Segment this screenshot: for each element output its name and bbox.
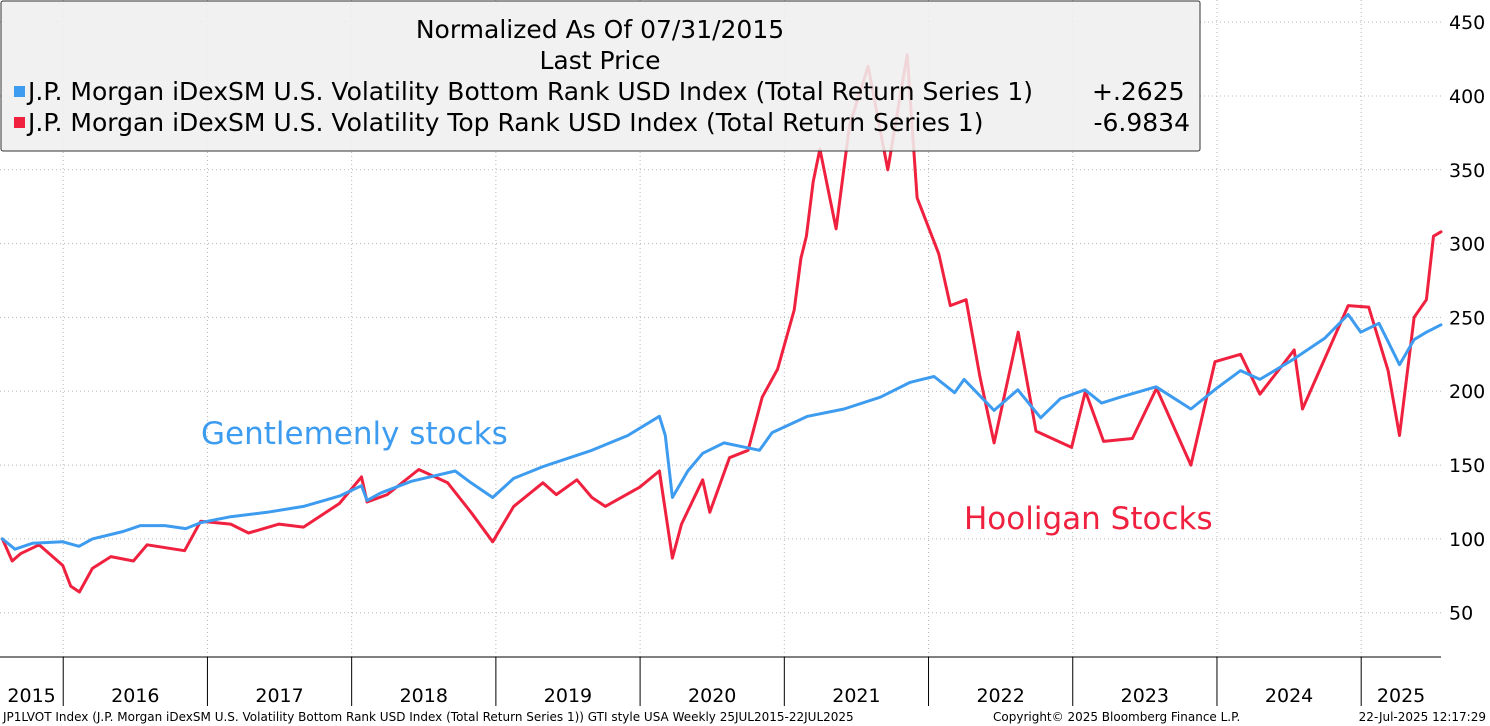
x-tick-label: 2023: [1121, 685, 1169, 707]
x-tick-label: 2022: [976, 685, 1024, 707]
legend: Normalized As Of 07/31/2015 Last Price J…: [0, 0, 1201, 152]
series-line-bottom-rank: [0, 313, 1443, 551]
x-tick-label: 2025: [1377, 685, 1425, 707]
y-tick-label: 100: [1449, 529, 1485, 551]
x-tick-label: 2020: [688, 685, 736, 707]
chart-title: Normalized As Of 07/31/2015: [416, 15, 784, 44]
legend-value-bottom-rank: +.2625: [1092, 77, 1185, 106]
annotation-hooligan-stocks: Hooligan Stocks: [964, 501, 1213, 537]
x-tick-label: 2016: [111, 685, 159, 707]
x-tick-label: 2015: [7, 685, 55, 707]
y-tick-label: 300: [1449, 234, 1485, 256]
legend-label-bottom-rank: J.P. Morgan iDexSM U.S. Volatility Botto…: [26, 77, 1033, 106]
x-tick-label: 2018: [400, 685, 448, 707]
footer-copyright: Copyright© 2025 Bloomberg Finance L.P.: [993, 710, 1240, 724]
y-tick-label: 400: [1449, 86, 1485, 108]
legend-swatch-bottom-rank: [14, 86, 25, 97]
x-tick-label: 2024: [1265, 685, 1313, 707]
y-tick-label: 50: [1449, 603, 1473, 625]
x-tick-label: 2021: [832, 685, 880, 707]
y-tick-label: 250: [1449, 307, 1485, 329]
footer-timestamp: 22-Jul-2025 12:17:29: [1359, 710, 1486, 724]
y-tick-label: 200: [1449, 381, 1485, 403]
chart-subtitle: Last Price: [539, 46, 660, 75]
axes: 50 100 150 200 250 300 350 400 450 2015 2016 2017 20…: [0, 12, 1485, 707]
y-tick-label: 450: [1449, 12, 1485, 34]
series-line-top-rank: [0, 53, 1443, 594]
series-lines: [0, 53, 1443, 594]
annotation-gentlemenly-stocks: Gentlemenly stocks: [201, 416, 508, 452]
y-tick-label: 350: [1449, 160, 1485, 182]
legend-label-top-rank: J.P. Morgan iDexSM U.S. Volatility Top R…: [26, 108, 983, 137]
y-tick-label: 150: [1449, 455, 1485, 477]
legend-swatch-top-rank: [14, 117, 25, 128]
legend-value-top-rank: -6.9834: [1094, 108, 1191, 137]
x-tick-label: 2017: [255, 685, 303, 707]
legend-box: [0, 0, 1201, 152]
footer-source: JP1LVOT Index (J.P. Morgan iDexSM U.S. V…: [2, 710, 854, 724]
x-tick-label: 2019: [544, 685, 592, 707]
